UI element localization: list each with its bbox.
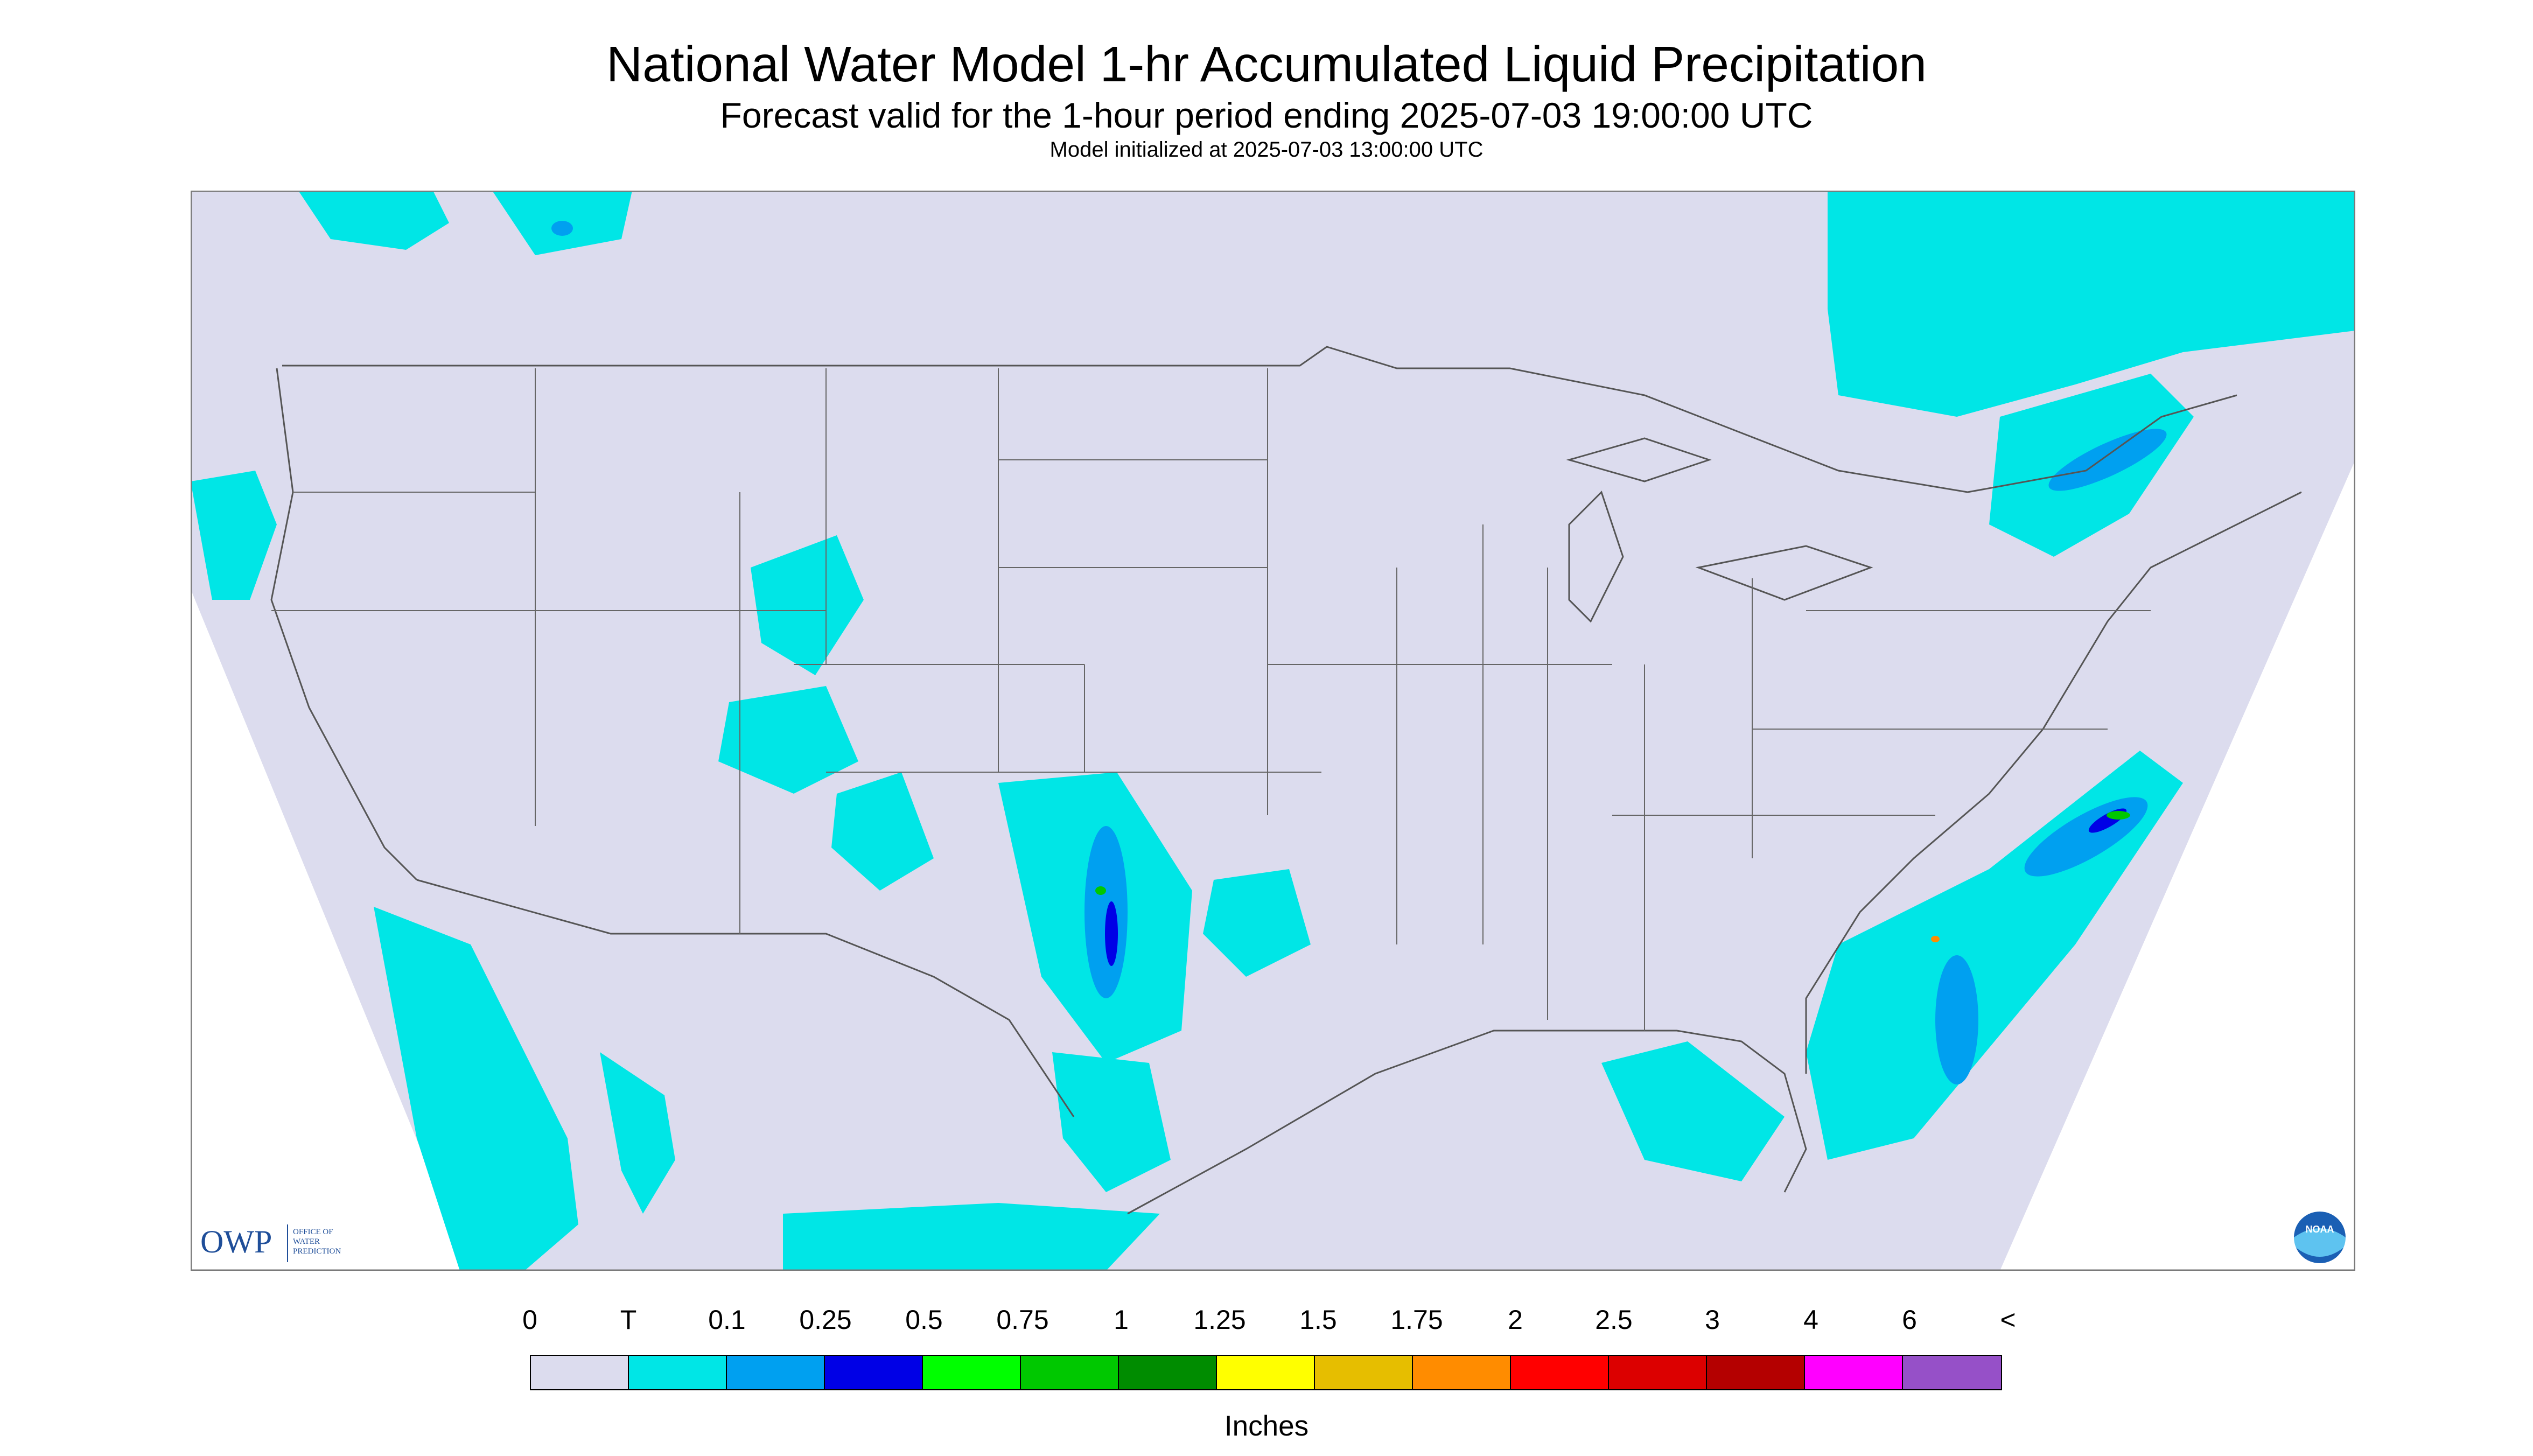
model-init-caption: Model initialized at 2025-07-03 13:00:00…	[1049, 138, 1484, 162]
legend-swatch	[531, 1356, 629, 1389]
legend-tick: 1.25	[1193, 1305, 1246, 1335]
off-domain-area-right	[2000, 460, 2355, 1271]
legend-tick: 0	[522, 1305, 537, 1335]
noaa-logo-mark: NOAA	[2306, 1224, 2334, 1235]
legend-tick: 0.25	[799, 1305, 852, 1335]
legend-tick: 6	[1902, 1305, 1917, 1335]
precip-core-texas	[1084, 826, 1128, 998]
legend-tick: 1.75	[1390, 1305, 1443, 1335]
precip-colorado-south	[718, 686, 858, 794]
legend-tick: T	[620, 1305, 637, 1335]
legend-swatch	[1413, 1356, 1511, 1389]
legend-tick: 3	[1705, 1305, 1720, 1335]
precip-south-texas	[1052, 1052, 1171, 1192]
precip-utah	[751, 535, 864, 675]
legend-tick: 2	[1508, 1305, 1523, 1335]
svg-text:WATER: WATER	[293, 1237, 320, 1246]
precip-gulf-bottom	[783, 1203, 1160, 1271]
legend-color-bar	[530, 1355, 2002, 1390]
legend-swatch	[1511, 1356, 1609, 1389]
svg-text:PREDICTION: PREDICTION	[293, 1247, 341, 1256]
legend-swatch	[727, 1356, 825, 1389]
legend-swatch	[825, 1356, 923, 1389]
noaa-logo: NOAA	[2292, 1209, 2348, 1265]
legend-units-label: Inches	[1224, 1410, 1309, 1442]
owp-logo-mark: OWP	[200, 1224, 272, 1259]
page-title: National Water Model 1-hr Accumulated Li…	[606, 36, 1927, 92]
legend-tick: 1	[1114, 1305, 1129, 1335]
gulf-coast	[1127, 1030, 1807, 1215]
owp-logo: OWP OFFICE OF WATER PREDICTION	[200, 1224, 341, 1262]
precip-baja	[600, 1052, 675, 1214]
legend-tick: 0.5	[905, 1305, 943, 1335]
legend-swatch	[923, 1356, 1021, 1389]
precip-pacific-nw	[191, 471, 277, 600]
precip-canada-southwest	[298, 191, 449, 250]
state-lines	[271, 368, 2151, 1031]
precip-texas-east	[1203, 869, 1311, 977]
legend-swatch	[1119, 1356, 1217, 1389]
mexico-border	[416, 879, 1075, 1117]
precip-green-atlantic	[2107, 811, 2130, 820]
precip-mexico-west	[374, 907, 578, 1271]
state-line	[271, 368, 2151, 1031]
legend-swatch	[1805, 1356, 1903, 1389]
pacific-coast	[270, 368, 418, 881]
precip-green-texas	[1095, 886, 1106, 895]
legend-tick: <	[2000, 1305, 2016, 1335]
legend-tick: 2.5	[1595, 1305, 1633, 1335]
boundary-lines	[270, 346, 2302, 1215]
legend-swatch	[1021, 1356, 1119, 1389]
precipitation-very-heavy	[1095, 811, 2130, 942]
owp-logo-text: OFFICE OF	[293, 1228, 333, 1236]
precip-core-florida	[1935, 955, 1978, 1084]
legend-tick: 1.5	[1299, 1305, 1337, 1335]
precip-core-northeast	[2048, 429, 2167, 491]
legend-tick: 4	[1803, 1305, 1818, 1335]
legend-swatch	[1217, 1356, 1315, 1389]
precip-heavy-texas	[1105, 901, 1118, 966]
legend-swatch	[629, 1356, 727, 1389]
off-domain-area-left	[191, 589, 471, 1271]
legend-swatch	[1609, 1356, 1707, 1389]
precip-new-mexico	[831, 772, 934, 891]
legend-swatch	[1315, 1356, 1413, 1389]
legend-swatch	[1707, 1356, 1805, 1389]
precip-gulf-florida	[1601, 1041, 1785, 1181]
canada-border	[282, 346, 2237, 493]
great-lakes	[1566, 437, 1873, 623]
legend-tick: 0.1	[708, 1305, 746, 1335]
precip-core-canada	[551, 221, 573, 236]
precip-orange-atlantic	[1931, 936, 1940, 942]
page-subtitle: Forecast valid for the 1-hour period end…	[720, 95, 1813, 135]
legend-tick: 0.75	[996, 1305, 1049, 1335]
precipitation-map: OWP OFFICE OF WATER PREDICTION NOAA	[191, 191, 2355, 1271]
precip-quebec	[1828, 191, 2355, 417]
map-frame	[191, 191, 2355, 1271]
legend-swatch	[1903, 1356, 2001, 1389]
